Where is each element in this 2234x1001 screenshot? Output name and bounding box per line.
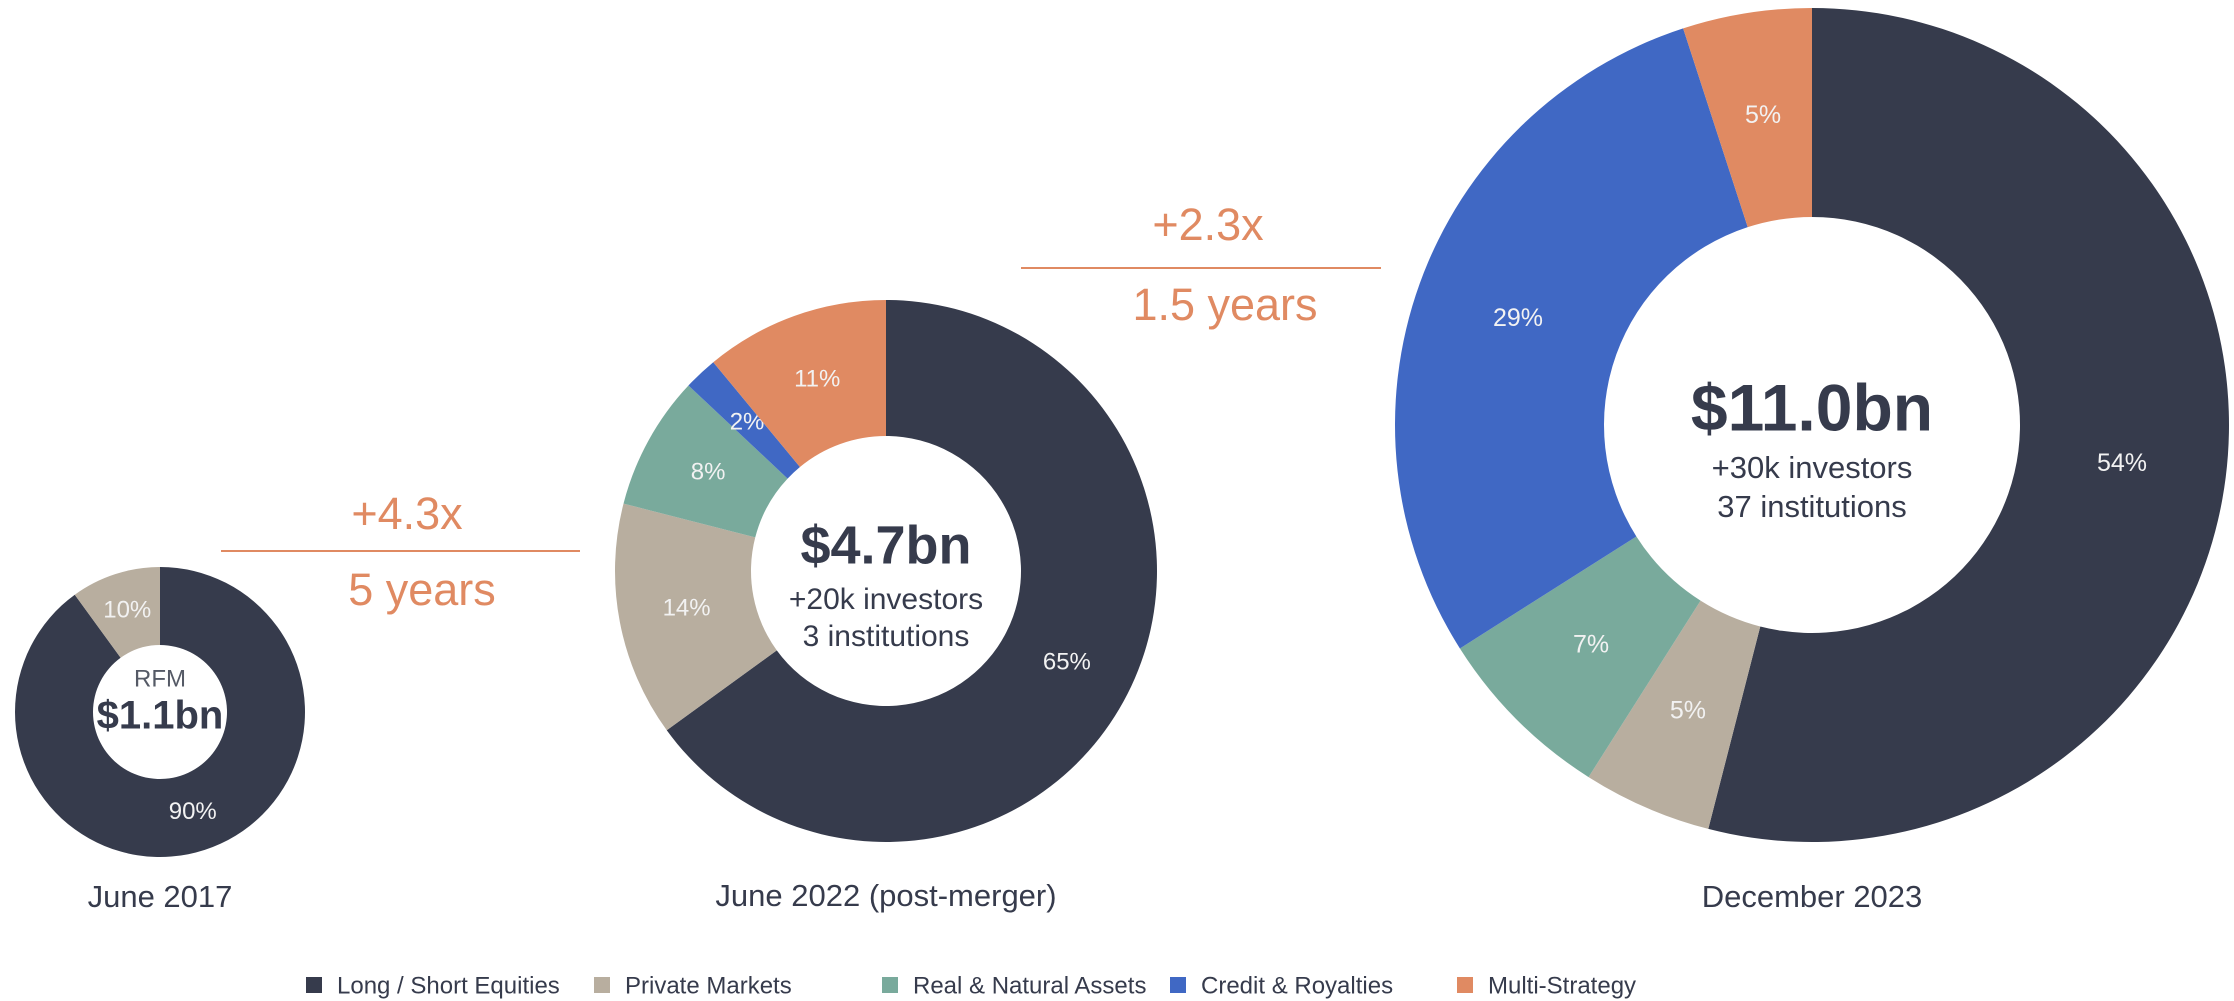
legend-label: Private Markets: [625, 972, 792, 999]
data-label: 54%: [2097, 449, 2147, 477]
center-label: +20k investors: [789, 583, 983, 616]
data-label: 5%: [1670, 696, 1706, 724]
donut-slice: [666, 300, 1157, 842]
data-label: 8%: [691, 459, 726, 486]
legend-label: Long / Short Equities: [337, 972, 560, 999]
annotation-multiple: +4.3x: [351, 488, 463, 539]
chart-title: June 2022 (post-merger): [715, 878, 1056, 913]
donut-slice: [1395, 28, 1748, 649]
center-label: 37 institutions: [1717, 489, 1907, 524]
legend-swatch: [1170, 977, 1186, 993]
legend-label: Multi-Strategy: [1488, 972, 1636, 999]
center-label: 3 institutions: [803, 620, 970, 653]
donut-slice: [623, 385, 788, 538]
data-label: 5%: [1745, 101, 1781, 129]
data-label: 29%: [1493, 304, 1543, 332]
center-label: $1.1bn: [97, 694, 224, 738]
legend-label: Real & Natural Assets: [913, 972, 1146, 999]
data-label: 10%: [103, 597, 151, 624]
donut-slice: [615, 503, 777, 731]
legend-swatch: [882, 977, 898, 993]
center-label: +30k investors: [1712, 450, 1913, 485]
center-label: $4.7bn: [800, 515, 971, 575]
donut-slice: [74, 567, 160, 658]
annotation-period: 5 years: [348, 564, 496, 615]
center-label: $11.0bn: [1691, 370, 1933, 444]
annotation-multiple: +2.3x: [1152, 199, 1264, 250]
donut-slice: [713, 300, 886, 467]
donut-slice: [1708, 8, 2229, 842]
data-label: 65%: [1043, 649, 1091, 676]
legend-label: Credit & Royalties: [1201, 972, 1393, 999]
data-label: 7%: [1573, 631, 1609, 659]
donut-slice: [15, 567, 305, 857]
center-label: RFM: [134, 665, 186, 692]
legend-swatch: [1457, 977, 1473, 993]
data-label: 11%: [794, 365, 840, 392]
legend-swatch: [306, 977, 322, 993]
donut-slice: [1459, 536, 1701, 778]
data-label: 90%: [169, 798, 217, 825]
legend-swatch: [594, 977, 610, 993]
data-label: 14%: [663, 594, 711, 621]
donut-slice: [688, 362, 800, 479]
chart-title: December 2023: [1702, 879, 1923, 914]
donut-slice: [1683, 8, 1812, 228]
chart-title: June 2017: [88, 879, 233, 914]
donut-slice: [1588, 600, 1761, 829]
annotation-period: 1.5 years: [1132, 279, 1317, 330]
